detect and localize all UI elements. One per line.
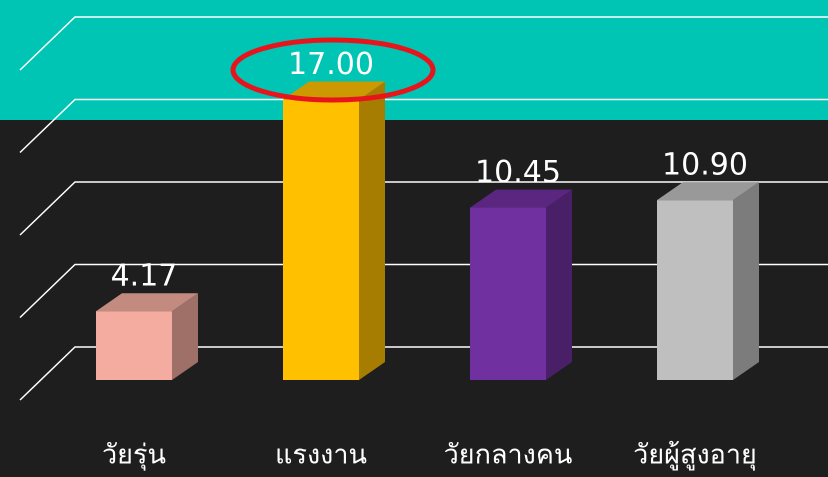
- value-label: 10.90: [662, 148, 748, 183]
- bar-top: [283, 81, 385, 100]
- bars: [96, 81, 759, 380]
- bar-side: [359, 81, 385, 380]
- bar-top: [470, 189, 572, 208]
- value-label: 4.17: [111, 259, 178, 294]
- bar: [470, 207, 546, 380]
- value-label: 17.00: [288, 47, 374, 82]
- value-label: 10.45: [475, 155, 561, 190]
- bar: [96, 311, 172, 380]
- x-tick-label: แรงงาน: [275, 440, 367, 471]
- x-tick-label: วัยกลางคน: [444, 440, 573, 471]
- bar-side: [172, 293, 198, 380]
- bar-top: [657, 182, 759, 201]
- highlight-ellipse: [230, 37, 436, 103]
- bar: [657, 200, 733, 380]
- grid-line: [19, 346, 828, 401]
- bar-top: [96, 293, 198, 312]
- x-tick-label: วัยรุ่น: [102, 440, 166, 472]
- grid-line: [19, 98, 828, 154]
- grid-line: [19, 16, 828, 71]
- bar-side: [733, 182, 759, 380]
- header-band: [0, 0, 828, 120]
- grid-line: [19, 181, 828, 236]
- grid: [19, 16, 828, 401]
- bar: [283, 99, 359, 380]
- bar-side: [546, 189, 572, 380]
- grid-line: [19, 263, 828, 319]
- x-tick-label: วัยผู้สูงอายุ: [633, 440, 757, 472]
